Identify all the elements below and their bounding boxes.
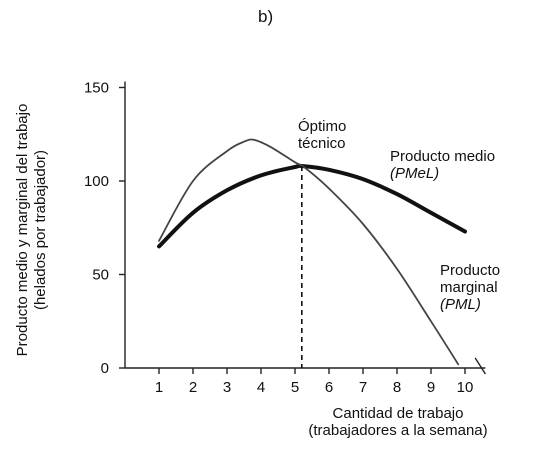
legend-producto-medio: Producto medio (PMeL) (390, 148, 495, 182)
x-tick-label: 5 (291, 379, 299, 396)
x-axis-label: Cantidad de trabajo (trabajadores a la s… (258, 405, 538, 439)
legend-producto-medio-line-1: Producto medio (390, 148, 496, 165)
x-tick-label: 1 (155, 379, 163, 396)
x-tick-label: 7 (359, 379, 367, 396)
panel-label: b) (258, 7, 274, 26)
x-tick-label: 3 (223, 379, 231, 396)
y-axis-label: Producto medio y marginal del trabajo (h… (14, 104, 50, 357)
series-layer (157, 138, 467, 366)
x-tick-label: 9 (427, 379, 435, 396)
annotation-optimo-tecnico: Óptimo técnico (298, 118, 346, 152)
x-tick-label: 10 (457, 379, 474, 396)
y-tick-label: 0 (101, 360, 109, 377)
x-tick-label: 4 (257, 379, 265, 396)
annotation-line-1: Óptimo (298, 118, 347, 135)
x-tick-label: 2 (189, 379, 197, 396)
x-axis-label-line-2: (trabajadores a la semana) (308, 422, 488, 439)
legend-producto-marginal-line-1: Producto (440, 262, 501, 279)
series-producto-marginal-line (158, 138, 460, 366)
y-tick-label: 150 (84, 80, 109, 97)
y-axis-label-line-2: (helados por trabajador) (32, 149, 49, 311)
x-tick-label: 8 (393, 379, 401, 396)
legend-producto-medio-line-2: (PMeL) (390, 165, 440, 182)
x-axis-label-line-1: Cantidad de trabajo (332, 405, 464, 422)
y-tick-label: 50 (92, 267, 109, 284)
axes: 0 50 100 150 1 2 3 4 5 6 7 8 9 10 (84, 80, 486, 396)
y-axis-label-line-1: Producto medio y marginal del trabajo (14, 103, 31, 357)
legend-producto-marginal-line-3: (PML) (440, 296, 481, 313)
legend-producto-marginal: Producto marginal (PML) (440, 262, 500, 313)
x-tick-label: 6 (325, 379, 333, 396)
y-tick-label: 100 (84, 173, 109, 190)
annotation-line-2: técnico (298, 135, 346, 152)
x-axis-end-mark (474, 357, 486, 375)
legend-producto-marginal-line-2: marginal (440, 279, 498, 296)
